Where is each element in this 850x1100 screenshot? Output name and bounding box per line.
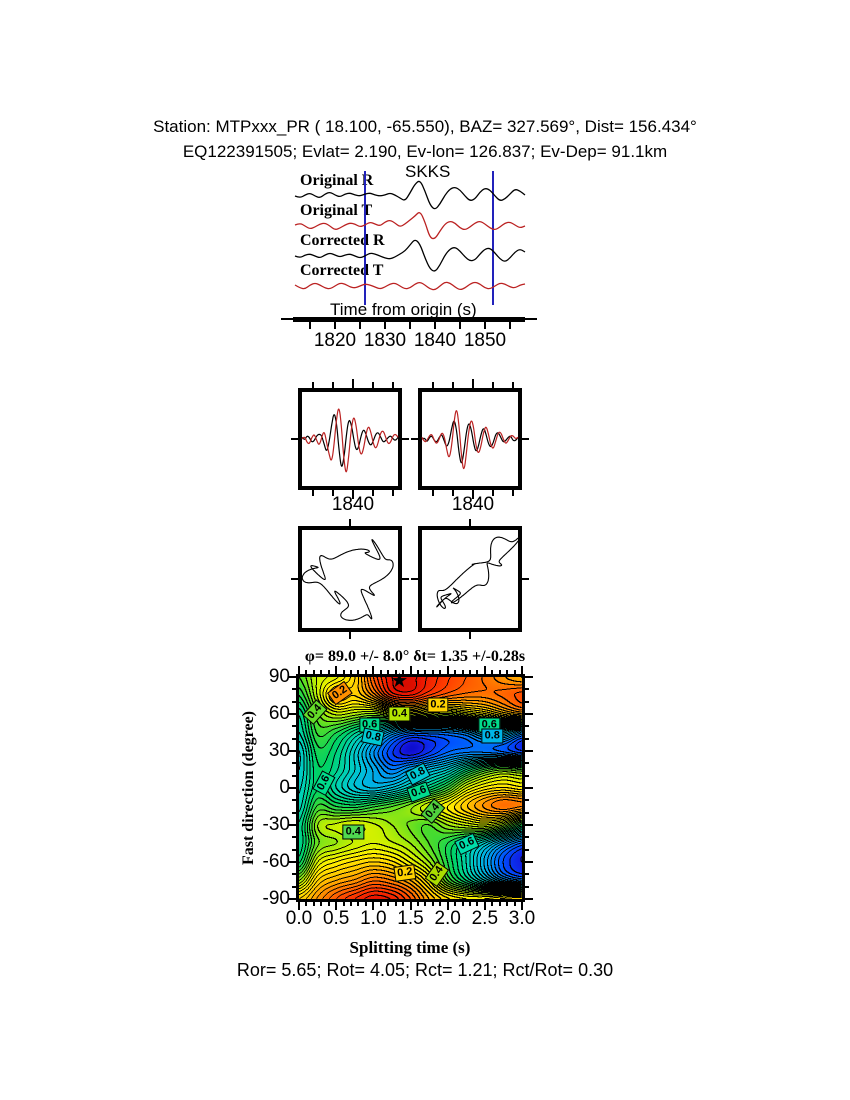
contour-label-3: 0.4 [388, 706, 410, 722]
fast-slow-panel-1-frame [298, 388, 402, 490]
fast-direction-tick-3: 0 [279, 777, 290, 798]
ratio-summary-line: Ror= 5.65; Rot= 4.05; Rct= 1.21; Rct/Rot… [236, 960, 614, 980]
contour-label-2: 0.2 [427, 697, 449, 713]
phase-label-skks: SKKS [405, 162, 451, 181]
station-title-line: Station: MTPxxx_PR ( 18.100, -65.550), B… [153, 117, 697, 136]
splitting-time-tick-4: 2.0 [434, 908, 461, 929]
window-end-marker [492, 171, 494, 305]
fast-slow-panel-2-frame [418, 388, 522, 490]
contour-label-7: 0.8 [481, 728, 503, 744]
overlay-trace-0-1 [301, 408, 399, 473]
splitting-result-title: φ= 89.0 +/- 8.0° δt= 1.35 +/-0.28s [304, 648, 526, 665]
panel1-tick-label: 1840 [331, 494, 375, 515]
x-axis-title: Splitting time (s) [349, 938, 471, 957]
time-tick-label-0: 1820 [313, 330, 357, 351]
fast-direction-tick-2: 30 [268, 740, 290, 761]
particle-motion-curve-0 [302, 539, 394, 621]
seismogram-trace-2 [294, 239, 526, 272]
time-tick-label-2: 1840 [413, 330, 457, 351]
seismogram-trace-1 [294, 212, 526, 240]
splitting-time-tick-0: 0.0 [285, 908, 313, 929]
particle-motion-1-frame [298, 526, 402, 632]
trace-label-3: Corrected T [300, 262, 384, 279]
particle-motion-2-frame [418, 526, 522, 632]
trace-label-1: Original T [300, 202, 373, 219]
time-tick-label-3: 1850 [463, 330, 507, 351]
overlay-trace-0-0 [301, 414, 399, 467]
splitting-time-tick-5: 2.5 [471, 908, 499, 929]
event-title-line: EQ122391505; Evlat= 2.190, Ev-lon= 126.8… [182, 142, 668, 161]
time-tick-label-1: 1830 [363, 330, 407, 351]
trace-label-0: Original R [300, 172, 374, 189]
seismogram-trace-3 [294, 281, 526, 291]
contour-frame [296, 674, 525, 902]
fast-direction-tick-6: -90 [262, 888, 290, 909]
overlay-trace-1-1 [421, 410, 519, 470]
time-axis-label: Time from origin (s) [330, 300, 477, 319]
fast-direction-tick-4: -30 [262, 814, 290, 835]
time-axis-line [293, 317, 525, 322]
panel2-tick-label: 1840 [451, 494, 495, 515]
splitting-time-tick-1: 0.5 [322, 908, 350, 929]
splitting-time-tick-2: 1.0 [360, 908, 387, 929]
particle-motion-curve-1 [436, 536, 518, 609]
window-start-marker [364, 171, 366, 305]
fast-direction-tick-5: -60 [262, 851, 290, 872]
splitting-time-tick-3: 1.5 [397, 908, 424, 929]
fast-direction-tick-1: 60 [268, 703, 290, 724]
splitting-time-tick-6: 3.0 [508, 908, 536, 929]
seismogram-trace-0 [294, 180, 526, 210]
contour-label-12: 0.4 [342, 824, 364, 840]
fast-direction-tick-0: 90 [268, 666, 290, 687]
trace-label-2: Corrected R [300, 232, 385, 249]
